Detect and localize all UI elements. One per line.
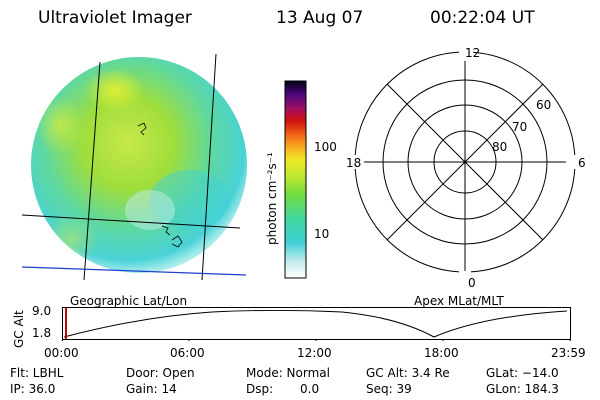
altitude-tick-low: 1.8 [32, 326, 52, 340]
meridian-line [201, 53, 217, 281]
colorbar-unit-label: photon cm⁻²s⁻¹ [265, 152, 279, 245]
mode-info: Mode: Normal [246, 366, 330, 380]
mlt-label-18: 18 [346, 156, 362, 170]
time-tick-2359: 23:59 [551, 346, 586, 360]
mlat-label-70: 70 [512, 120, 528, 134]
contour-mark [161, 225, 183, 248]
observation-time: 00:22:04 UT [430, 8, 535, 28]
meridian-line [83, 61, 101, 281]
gc-alt-info: GC Alt: 3.4 Re [366, 366, 450, 380]
altitude-curve [63, 310, 568, 338]
gain-info: Gain: 14 [126, 382, 177, 396]
apex-label: Apex MLat/MLT [414, 294, 504, 308]
geographic-label: Geographic Lat/Lon [70, 294, 188, 308]
altitude-tick-high: 9.0 [32, 304, 52, 318]
time-tick-1200: 12:00 [297, 346, 332, 360]
glon-info: GLon: 184.3 [486, 382, 559, 396]
dsp-info-label: Dsp: [246, 382, 274, 396]
time-tick-0000: 00:00 [44, 346, 79, 360]
contour-mark [137, 122, 147, 136]
observation-date: 13 Aug 07 [276, 8, 364, 28]
glat-info: GLat: −14.0 [486, 366, 559, 380]
altitude-plot [62, 307, 571, 341]
seq-info: Seq: 39 [366, 382, 412, 396]
color-bar [284, 80, 307, 279]
colorbar-tick-10: 10 [314, 227, 330, 241]
polar-mlat-mlt-plot [342, 47, 580, 285]
filter-info: Flt: LBHL [10, 366, 64, 380]
mlt-label-0: 0 [468, 276, 476, 290]
time-tick-0600: 06:00 [170, 346, 205, 360]
ip-info: IP: 36.0 [10, 382, 56, 396]
uv-earth-image [21, 53, 247, 281]
altitude-plot-frame [62, 307, 571, 340]
mlat-label-60: 60 [536, 98, 552, 112]
instrument-title: Ultraviolet Imager [38, 8, 192, 28]
mlt-label-12: 12 [465, 46, 481, 60]
altitude-axis-label: GC Alt [12, 310, 26, 348]
dsp-info-value: 0.0 [300, 382, 320, 396]
equator-line [21, 266, 247, 276]
mlt-label-6: 6 [578, 156, 586, 170]
parallel-line [21, 214, 241, 229]
colorbar-tick-100: 100 [314, 140, 337, 154]
time-tick-1800: 18:00 [424, 346, 459, 360]
door-info: Door: Open [126, 366, 195, 380]
mlat-label-80: 80 [492, 140, 508, 154]
